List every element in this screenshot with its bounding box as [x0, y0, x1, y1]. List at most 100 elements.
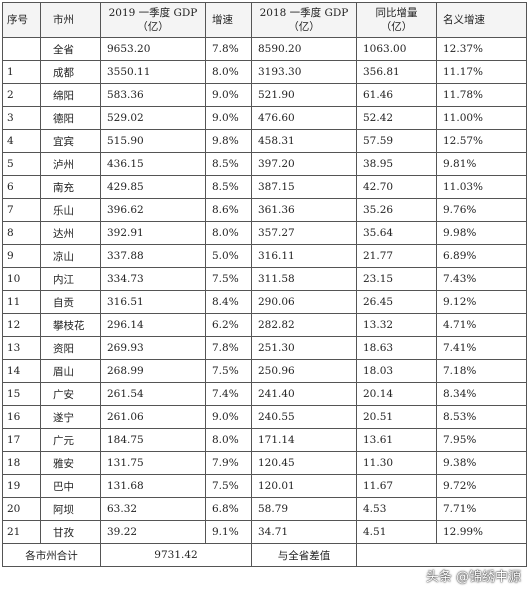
cell-seq: 15 [2, 382, 41, 406]
gdp-table: 序号 市州 2019 一季度 GDP （亿） 增速 2018 一季度 GDP （… [2, 2, 527, 567]
cell-gdp-2018: 476.60 [251, 106, 357, 130]
cell-gdp-2018: 240.55 [251, 405, 357, 429]
cell-growth: 7.5% [205, 267, 252, 291]
cell-nominal-growth: 9.72% [436, 474, 527, 498]
cell-gdp-2018: 387.15 [251, 175, 357, 199]
diff-value [356, 543, 527, 567]
cell-gdp-2019: 296.14 [100, 313, 206, 337]
cell-gdp-2018: 311.58 [251, 267, 357, 291]
cell-city: 全省 [40, 37, 101, 61]
cell-seq: 2 [2, 83, 41, 107]
cell-increase: 11.30 [356, 451, 437, 475]
header-increase: 同比增量 （亿） [356, 2, 437, 38]
table-row: 19 巴中 131.68 7.5% 120.01 11.67 9.72% [2, 474, 527, 498]
table-row: 11 自贡 316.51 8.4% 290.06 26.45 9.12% [2, 290, 527, 314]
cell-growth: 8.0% [205, 221, 252, 245]
cell-gdp-2019: 261.54 [100, 382, 206, 406]
header-gdp-2018: 2018 一季度 GDP （亿） [251, 2, 357, 38]
cell-growth: 5.0% [205, 244, 252, 268]
cell-seq: 16 [2, 405, 41, 429]
cell-gdp-2018: 120.45 [251, 451, 357, 475]
cell-nominal-growth: 11.03% [436, 175, 527, 199]
cell-seq: 18 [2, 451, 41, 475]
cell-increase: 11.67 [356, 474, 437, 498]
table-row: 7 乐山 396.62 8.6% 361.36 35.26 9.76% [2, 198, 527, 222]
cell-seq: 6 [2, 175, 41, 199]
cell-city: 内江 [40, 267, 101, 291]
cell-gdp-2019: 261.06 [100, 405, 206, 429]
cell-gdp-2019: 429.85 [100, 175, 206, 199]
header-nominal-growth: 名义增速 [436, 2, 527, 38]
cell-city: 达州 [40, 221, 101, 245]
cell-nominal-growth: 8.34% [436, 382, 527, 406]
cell-nominal-growth: 11.00% [436, 106, 527, 130]
cell-gdp-2018: 8590.20 [251, 37, 357, 61]
cell-increase: 20.51 [356, 405, 437, 429]
cell-increase: 52.42 [356, 106, 437, 130]
table-row: 5 泸州 436.15 8.5% 397.20 38.95 9.81% [2, 152, 527, 176]
cell-city: 阿坝 [40, 497, 101, 521]
cell-growth: 9.0% [205, 106, 252, 130]
table-body: 全省 9653.20 7.8% 8590.20 1063.00 12.37% 1… [2, 37, 527, 544]
cell-gdp-2018: 58.79 [251, 497, 357, 521]
cell-city: 自贡 [40, 290, 101, 314]
header-growth: 增速 [205, 2, 252, 38]
table-row: 8 达州 392.91 8.0% 357.27 35.64 9.98% [2, 221, 527, 245]
cell-increase: 20.14 [356, 382, 437, 406]
cell-growth: 7.4% [205, 382, 252, 406]
cell-gdp-2019: 316.51 [100, 290, 206, 314]
cell-gdp-2018: 251.30 [251, 336, 357, 360]
cell-city: 绵阳 [40, 83, 101, 107]
cell-gdp-2018: 3193.30 [251, 60, 357, 84]
cell-gdp-2019: 131.68 [100, 474, 206, 498]
cell-seq [2, 37, 41, 61]
cell-nominal-growth: 7.18% [436, 359, 527, 383]
table-row: 10 内江 334.73 7.5% 311.58 23.15 7.43% [2, 267, 527, 291]
cell-increase: 61.46 [356, 83, 437, 107]
cell-nominal-growth: 8.53% [436, 405, 527, 429]
diff-label: 与全省差值 [251, 543, 357, 567]
cell-gdp-2019: 63.32 [100, 497, 206, 521]
cell-gdp-2018: 282.82 [251, 313, 357, 337]
cell-nominal-growth: 4.71% [436, 313, 527, 337]
table-row: 9 凉山 337.88 5.0% 316.11 21.77 6.89% [2, 244, 527, 268]
cell-increase: 13.32 [356, 313, 437, 337]
cell-increase: 21.77 [356, 244, 437, 268]
cell-seq: 4 [2, 129, 41, 153]
cell-city: 乐山 [40, 198, 101, 222]
cell-increase: 26.45 [356, 290, 437, 314]
cell-gdp-2018: 34.71 [251, 520, 357, 544]
cell-increase: 1063.00 [356, 37, 437, 61]
cell-gdp-2019: 334.73 [100, 267, 206, 291]
cell-city: 雅安 [40, 451, 101, 475]
cell-gdp-2019: 583.36 [100, 83, 206, 107]
table-row: 15 广安 261.54 7.4% 241.40 20.14 8.34% [2, 382, 527, 406]
cell-gdp-2018: 521.90 [251, 83, 357, 107]
cell-city: 攀枝花 [40, 313, 101, 337]
cell-city: 巴中 [40, 474, 101, 498]
cell-gdp-2018: 171.14 [251, 428, 357, 452]
summary-row: 各市州合计 9731.42 与全省差值 [2, 543, 527, 567]
cell-nominal-growth: 9.81% [436, 152, 527, 176]
table-row: 6 南充 429.85 8.5% 387.15 42.70 11.03% [2, 175, 527, 199]
table-row: 14 眉山 268.99 7.5% 250.96 18.03 7.18% [2, 359, 527, 383]
header-row: 序号 市州 2019 一季度 GDP （亿） 增速 2018 一季度 GDP （… [2, 2, 527, 38]
cell-increase: 356.81 [356, 60, 437, 84]
header-increase-line2: （亿） [380, 21, 413, 33]
cell-nominal-growth: 11.17% [436, 60, 527, 84]
cell-growth: 9.1% [205, 520, 252, 544]
cell-nominal-growth: 9.38% [436, 451, 527, 475]
cell-increase: 57.59 [356, 129, 437, 153]
cell-growth: 7.8% [205, 336, 252, 360]
cell-nominal-growth: 12.99% [436, 520, 527, 544]
header-gdp-2019-line2: （亿） [137, 21, 169, 33]
cell-growth: 6.2% [205, 313, 252, 337]
cell-gdp-2018: 250.96 [251, 359, 357, 383]
table-row: 18 雅安 131.75 7.9% 120.45 11.30 9.38% [2, 451, 527, 475]
header-seq: 序号 [2, 2, 41, 38]
watermark: 头条 @锦绣中源 [425, 570, 521, 585]
gdp-table-container: 序号 市州 2019 一季度 GDP （亿） 增速 2018 一季度 GDP （… [2, 2, 527, 567]
sum-label: 各市州合计 [2, 543, 101, 567]
cell-nominal-growth: 12.57% [436, 129, 527, 153]
cell-city: 资阳 [40, 336, 101, 360]
